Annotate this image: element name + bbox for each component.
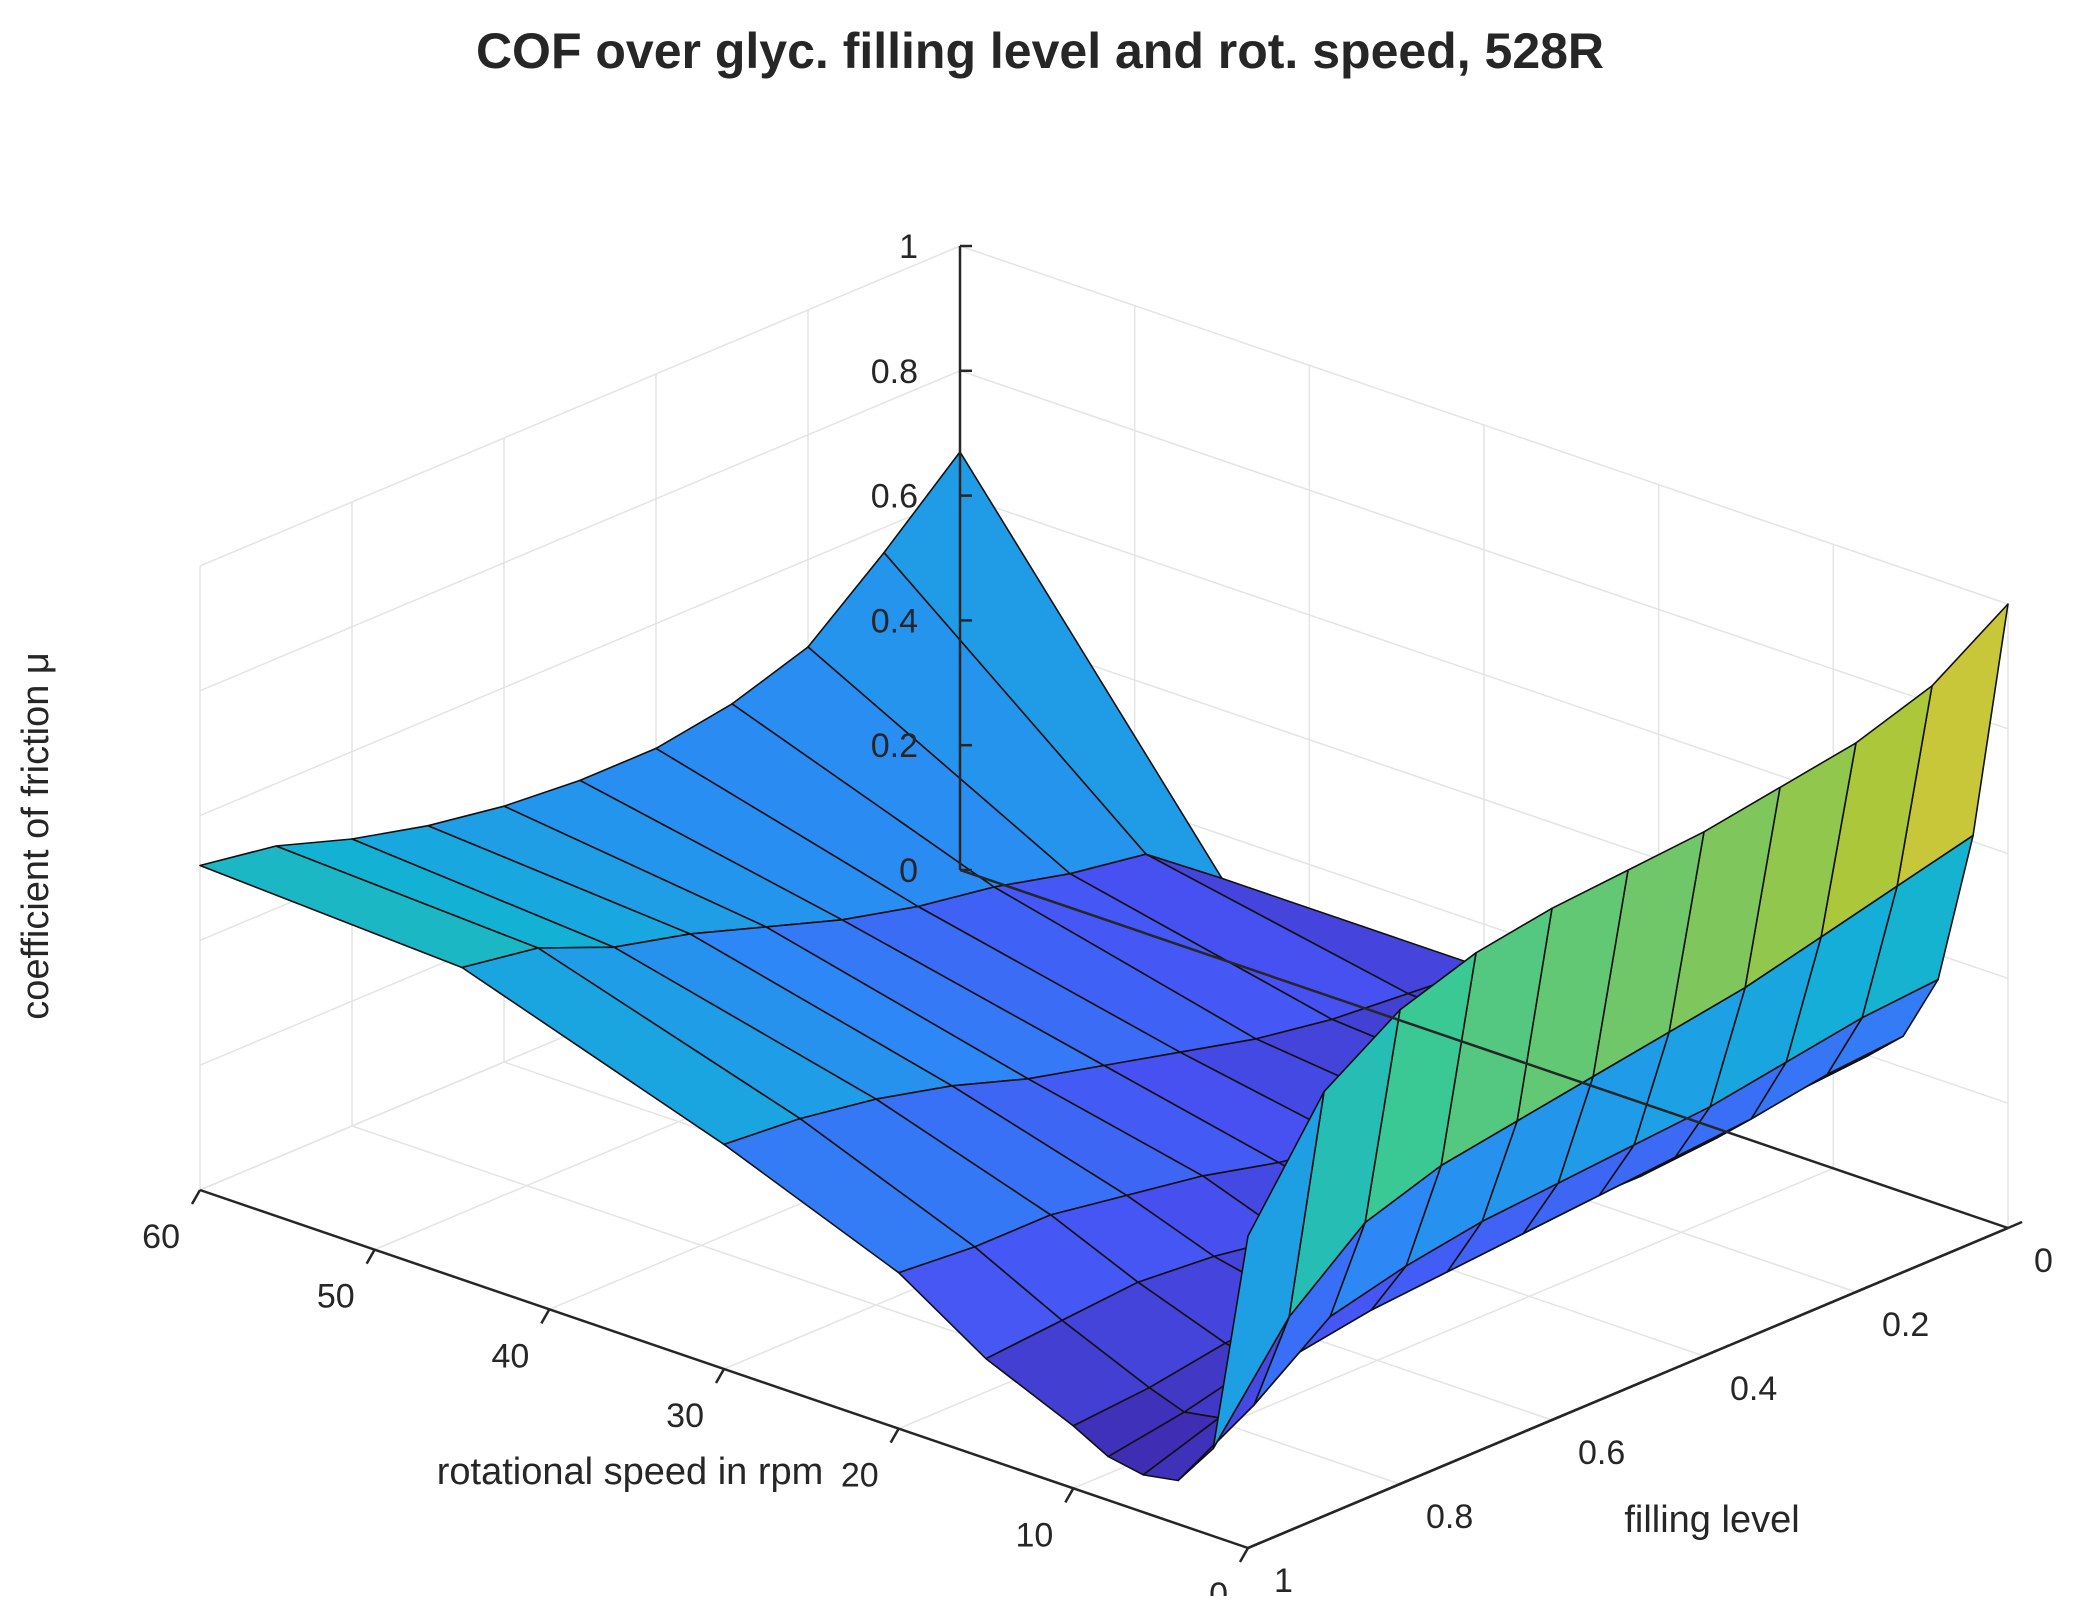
z-tick-label: 0.8 [871, 353, 918, 391]
y-tick [365, 1249, 376, 1265]
y-tick-label: 40 [492, 1337, 530, 1375]
z-tick-label: 0 [899, 852, 918, 890]
tick-labels: 00.20.40.60.81010203040506000.20.40.60.8… [142, 228, 2053, 1601]
z-tick-label: 0.2 [871, 727, 918, 765]
y-tick [190, 1189, 202, 1205]
x-tick [2007, 1220, 2023, 1230]
grid-line [199, 494, 961, 817]
grid-line [199, 370, 961, 692]
axes [190, 244, 2023, 1563]
axis-line [959, 868, 2009, 1230]
x-tick-label: 1 [1274, 1562, 1293, 1596]
x-tick [1703, 1348, 1719, 1358]
chart-title: COF over glyc. filling level and rot. sp… [476, 23, 1604, 79]
x-tick [1399, 1476, 1415, 1486]
x-tick-label: 0.8 [1426, 1498, 1473, 1536]
x-tick-label: 0.6 [1578, 1434, 1625, 1472]
y-axis-label: rotational speed in rpm [437, 1451, 824, 1493]
x-tick-label: 0.2 [1882, 1306, 1929, 1344]
x-tick [1855, 1284, 1871, 1294]
y-tick [1064, 1487, 1075, 1503]
y-tick-label: 30 [666, 1397, 704, 1435]
y-tick [889, 1428, 900, 1444]
y-tick-label: 10 [1016, 1516, 1054, 1554]
y-tick [714, 1368, 726, 1384]
x-axis-label: filling level [1624, 1499, 1799, 1541]
z-tick-label: 1 [899, 228, 918, 266]
grid-line [959, 245, 2009, 605]
x-tick-label: 0.4 [1730, 1370, 1777, 1408]
x-tick [1247, 1540, 1263, 1550]
surface-patch [1212, 1090, 1325, 1450]
z-tick-label: 0.4 [871, 602, 918, 640]
x-tick-label: 0 [2034, 1242, 2053, 1280]
z-tick-label: 0.6 [871, 478, 918, 516]
y-tick-label: 60 [142, 1218, 180, 1256]
y-tick [540, 1308, 551, 1324]
z-axis-label: coefficient of friction μ [15, 652, 57, 1020]
y-tick-label: 20 [841, 1457, 879, 1495]
x-tick [1551, 1412, 1567, 1422]
y-tick-label: 0 [1209, 1576, 1228, 1596]
grid-line [199, 245, 961, 567]
axis-line [1247, 1226, 2009, 1550]
surface-mesh [199, 451, 2009, 1482]
y-tick [1238, 1547, 1250, 1563]
grid-line [959, 370, 2009, 730]
y-tick-label: 50 [317, 1278, 355, 1316]
